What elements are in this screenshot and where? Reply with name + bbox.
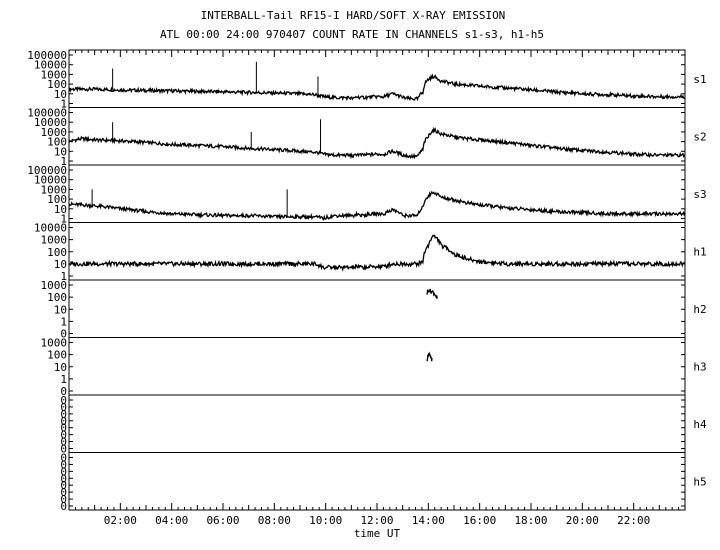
y-tick-label: 1 [60,98,67,111]
y-tick-label: 1000 [41,183,68,196]
y-tick-label: 1000 [41,126,68,139]
y-tick-label: 0 [60,436,67,449]
y-tick-label: 0 [60,472,67,485]
channel-label-h2: h2 [693,303,706,316]
y-tick-label: 10 [54,361,67,374]
y-tick-label: 0 [60,500,67,513]
y-tick-label: 10 [54,203,67,216]
chart-subtitle: ATL 00:00 24:00 970407 COUNT RATE IN CHA… [160,28,544,41]
y-tick-label: 10000 [34,116,67,129]
x-tick-label: 12:00 [360,514,393,527]
series-line-h1 [68,234,686,272]
y-tick-label: 1000 [41,68,68,81]
y-tick-label: 10 [54,145,67,158]
y-tick-label: 100000 [27,49,67,62]
y-tick-label: 0 [60,452,67,465]
y-tick-label: 0 [60,401,67,414]
channel-label-h4: h4 [693,418,707,431]
y-tick-label: 0 [60,493,67,506]
panels: 100000100001000100101s110000010000100010… [27,49,707,513]
x-tick-label: 06:00 [206,514,239,527]
x-tick-label: 18:00 [514,514,547,527]
y-tick-label: 100 [47,246,67,259]
x-axis: 02:00 04:00 06:00 08:00 10:00 12:00 14:00 16:00… [68,50,686,527]
channel-label-s1: s1 [693,73,706,86]
x-tick-label: 02:00 [104,514,137,527]
y-tick-label: 0 [60,486,67,499]
channel-label-s3: s3 [693,188,706,201]
y-tick-label: 0 [60,415,67,428]
y-tick-label: 100 [47,78,67,91]
y-tick-label: 0 [60,443,67,456]
channel-label-h1: h1 [693,245,706,258]
series-line-s2 [68,126,686,160]
y-tick-label: 10000 [34,222,67,235]
y-tick-label: 1 [60,155,67,168]
y-tick-label: 0 [60,408,67,421]
y-tick-label: 1000 [41,279,68,292]
x-tick-label: 08:00 [258,514,291,527]
channel-label-h5: h5 [693,475,706,488]
series-line-s3 [68,190,686,221]
y-tick-label: 1 [60,373,67,386]
y-tick-label: 0 [60,385,67,398]
y-tick-label: 100 [47,136,67,149]
series-line-h3 [426,351,433,362]
x-tick-label: 14:00 [412,514,445,527]
y-tick-label: 1000 [41,337,68,350]
x-tick-label: 22:00 [617,514,650,527]
y-tick-label: 0 [60,458,67,471]
y-tick-label: 0 [60,394,67,407]
x-axis-label: time UT [354,527,401,540]
y-tick-label: 10 [54,303,67,316]
channel-label-h3: h3 [693,360,706,373]
x-tick-label: 04:00 [155,514,188,527]
y-tick-label: 0 [60,479,67,492]
y-tick-label: 100 [47,193,67,206]
y-tick-label: 100000 [27,107,67,120]
x-tick-label: 10:00 [309,514,342,527]
y-tick-label: 10 [54,258,67,271]
y-tick-label: 100 [47,291,67,304]
y-tick-label: 1 [60,213,67,226]
y-tick-label: 0 [60,328,67,341]
series-line-s1 [68,73,686,102]
y-tick-label: 1 [60,270,67,283]
x-tick-label: 16:00 [463,514,496,527]
y-tick-label: 10 [54,88,67,101]
channel-label-s2: s2 [693,130,706,143]
y-tick-label: 10000 [34,174,67,187]
y-tick-label: 1 [60,315,67,328]
y-tick-label: 0 [60,465,67,478]
y-tick-label: 100 [47,349,67,362]
y-tick-label: 1000 [41,234,68,247]
y-tick-label: 0 [60,422,67,435]
y-tick-label: 100000 [27,164,67,177]
y-tick-label: 10000 [34,59,67,72]
x-tick-label: 20:00 [566,514,599,527]
y-tick-label: 0 [60,429,67,442]
series-line-h2 [426,288,438,300]
chart-title: INTERBALL-Tail RF15-I HARD/SOFT X-RAY EM… [201,9,506,22]
